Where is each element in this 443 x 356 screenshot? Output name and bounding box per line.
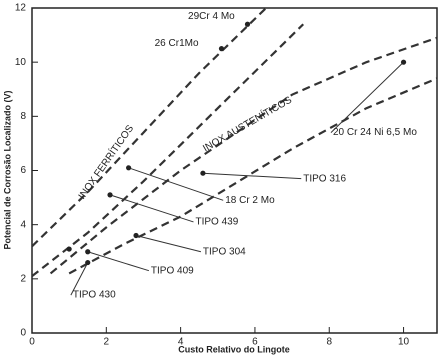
dashed-curve — [49, 36, 438, 275]
data-point — [200, 170, 206, 176]
annotation: TIPO 316 — [303, 173, 346, 184]
annotation: TIPO 304 — [203, 246, 246, 257]
x-axis-label: Custo Relativo do Lingote — [178, 344, 290, 354]
leader-line — [128, 167, 224, 201]
x-tick-label: 4 — [178, 337, 184, 348]
plot-frame — [31, 7, 438, 334]
y-tick-label: 4 — [20, 219, 26, 230]
x-tick-label: 0 — [29, 337, 35, 348]
data-point — [85, 249, 91, 255]
leader-line — [70, 262, 89, 296]
dashed-curve — [31, 7, 267, 248]
annotation: TIPO 439 — [195, 217, 238, 228]
annotation: TIPO 430 — [73, 290, 116, 301]
dashed-curve — [68, 77, 438, 275]
region-label: INOX AUSTENÍTICOS — [200, 93, 294, 155]
x-tick-label: 6 — [252, 337, 258, 348]
y-tick-label: 10 — [15, 57, 27, 68]
annotation: 26 Cr1Mo — [155, 38, 199, 49]
data-point — [218, 46, 225, 52]
annotation: 29Cr 4 Mo — [188, 11, 235, 22]
data-point — [126, 165, 132, 171]
leader-line — [109, 194, 194, 223]
y-tick-label: 2 — [20, 273, 26, 284]
x-tick-label: 2 — [104, 337, 110, 348]
y-tick-label: 12 — [15, 3, 27, 14]
leader-line — [135, 235, 202, 253]
data-point — [133, 232, 139, 239]
annotation: 20 Cr 24 Ni 6,5 Mo — [333, 127, 417, 138]
y-axis-label: Potencial de Corrosão Localizado (V) — [2, 90, 12, 249]
dashed-curve — [31, 23, 305, 277]
x-tick-label: 10 — [398, 337, 410, 348]
region-label: INOX FERRÍTICOS — [75, 122, 136, 202]
annotation: TIPO 409 — [151, 265, 194, 276]
y-tick-label: 0 — [20, 328, 26, 339]
leader-line — [202, 172, 302, 180]
leader-line — [330, 61, 404, 133]
data-point — [66, 246, 72, 252]
data-point — [107, 192, 113, 198]
x-tick-label: 8 — [326, 337, 332, 348]
data-point — [400, 59, 407, 65]
data-point — [244, 21, 251, 27]
y-tick-label: 8 — [20, 111, 26, 122]
y-tick-label: 6 — [20, 165, 26, 176]
leader-line — [87, 251, 150, 272]
data-point — [85, 259, 91, 266]
annotation: 18 Cr 2 Mo — [225, 195, 275, 206]
